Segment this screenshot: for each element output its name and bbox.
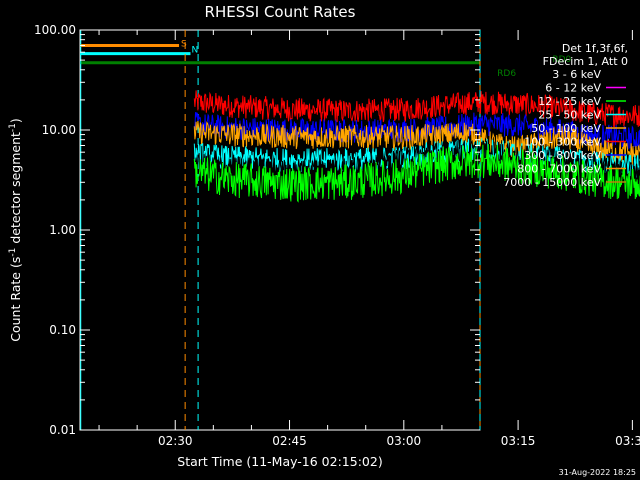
series-trace	[193, 112, 640, 150]
y-tick-label: 10.00	[42, 123, 76, 137]
y-axis-title-part: Count Rate (s	[8, 257, 23, 342]
y-axis-title-part: )	[8, 118, 23, 123]
y-tick-label: 100.00	[34, 23, 76, 37]
axes-ticks: 0.01 0.10 1.00 10.00 100.00 02:30 02:45 03:00 03…	[34, 23, 640, 448]
legend-entry-label: 25 - 50 keV	[538, 109, 601, 122]
legend-entry-label: 800 - 7000 keV	[517, 163, 601, 176]
x-axis-label: Start Time (11-May-16 02:15:02)	[177, 454, 382, 469]
y-tick-label: 0.10	[49, 323, 76, 337]
attenuator-flags: SN RD0 RD6	[80, 39, 572, 79]
y-axis-title-superscript: -1	[8, 123, 18, 132]
flag-label-rd6: RD6	[497, 69, 516, 79]
x-tick-label: 02:30	[158, 434, 193, 448]
legend-entry-label: 300 - 800 keV	[524, 149, 601, 162]
flag-label-saa: S	[181, 39, 187, 49]
flag-label-night: N	[191, 46, 198, 56]
legend-header: Det 1f,3f,6f,	[562, 42, 628, 55]
chart-title: RHESSI Count Rates	[205, 3, 356, 21]
x-tick-label: 02:45	[272, 434, 307, 448]
flag-label-rd0: RD0	[552, 55, 571, 65]
x-tick-label: 03:00	[387, 434, 422, 448]
legend-entry-label: 3 - 6 keV	[552, 68, 601, 81]
y-axis-title-superscript: -1	[8, 248, 18, 257]
legend-entry-label: 100 - 300 keV	[524, 136, 601, 149]
footer-timestamp: 31-Aug-2022 18:25	[559, 468, 636, 477]
y-axis-label: Count Rate (s-1 detector segment-1)	[8, 118, 23, 342]
series-trace	[193, 90, 640, 128]
series-group	[193, 90, 640, 203]
legend-entry-label: 12 - 25 keV	[538, 95, 601, 108]
legend-entry-label: 6 - 12 keV	[545, 82, 601, 95]
series-trace	[193, 120, 640, 165]
legend-header: FDecim 1, Att 0	[543, 55, 628, 68]
y-axis-title-part: detector segment	[8, 132, 23, 248]
legend-entry-label: 50 - 100 keV	[531, 122, 601, 135]
x-tick-label: 03:15	[501, 434, 536, 448]
y-tick-label: 1.00	[49, 223, 76, 237]
y-tick-label: 0.01	[49, 423, 76, 437]
legend-entry-label: 7000 - 15000 keV	[503, 176, 601, 189]
x-tick-label: 03:30	[615, 434, 640, 448]
y-axis-title: Count Rate (s-1 detector segment-1)	[8, 118, 23, 342]
series-trace	[193, 144, 640, 203]
